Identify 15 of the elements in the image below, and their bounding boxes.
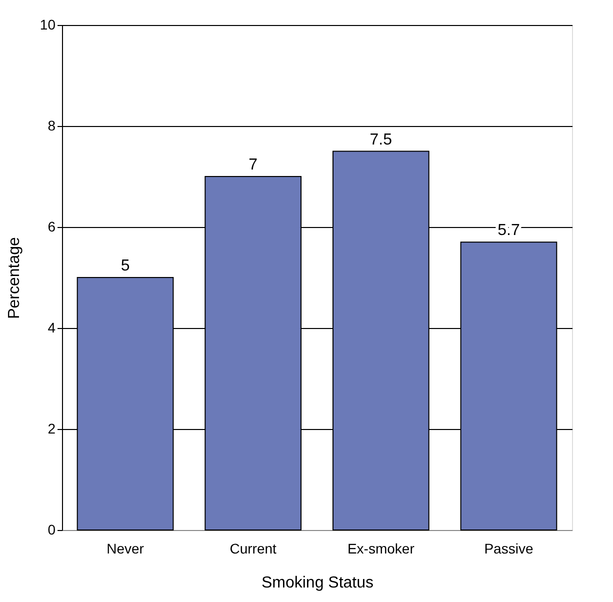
y-tick-label: 6 [48, 218, 56, 234]
x-axis-title: Smoking Status [261, 574, 374, 592]
y-tick-label: 10 [40, 16, 56, 32]
x-tick-label: Never [106, 540, 144, 556]
y-axis-title: Percentage [6, 236, 23, 319]
data-label: 7 [248, 156, 258, 174]
data-label: 5 [120, 258, 130, 274]
y-tick-label: 4 [48, 320, 56, 336]
x-tick-label: Current [230, 540, 277, 556]
data-label: 7.5 [370, 131, 392, 148]
y-tick-label: 8 [48, 118, 56, 134]
x-tick-label: Passive [484, 540, 534, 556]
y-tick-label: 0 [48, 522, 56, 538]
x-tick-label: Ex-smoker [347, 540, 415, 556]
y-tick-label: 2 [48, 420, 56, 436]
